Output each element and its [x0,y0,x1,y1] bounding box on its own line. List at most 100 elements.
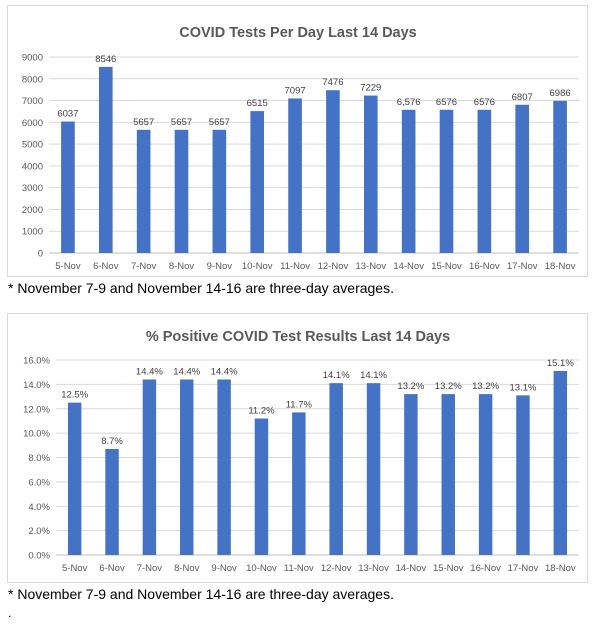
bar [142,379,157,555]
y-tick-label: 0 [38,249,43,260]
positive-rate-chart-svg: % Positive COVID Test Results Last 14 Da… [23,329,579,574]
data-label: 6515 [247,98,268,109]
y-tick-label: 2000 [22,205,43,216]
x-tick-label: 13-Nov [355,261,386,272]
bar [477,109,492,253]
y-tick-label: 8.0% [28,453,50,464]
y-tick-label: 3000 [22,183,43,194]
data-label: 14.4% [211,367,238,378]
x-tick-label: 5-Nov [62,563,88,574]
y-tick-label: 5000 [22,140,43,151]
data-label: 6986 [550,88,571,99]
x-tick-label: 11-Nov [280,261,310,272]
bar [67,402,82,555]
tests-per-day-chart: COVID Tests Per Day Last 14 Days 0 1000 200… [7,5,588,277]
positive-chart-footnote: * November 7-9 and November 14-16 are th… [8,586,394,602]
data-label: 8546 [95,54,116,65]
x-tick-label: 17-Nov [507,261,538,272]
bar [478,394,493,555]
y-tick-label: 4000 [22,161,43,172]
x-tick-label: 9-Nov [207,261,233,272]
y-tick-label: 0.0% [28,551,50,562]
y-tick-label: 14.0% [23,380,50,391]
data-label: 13.2% [472,381,499,392]
x-tick-label: 18-Nov [545,261,576,272]
x-tick-label: 11-Nov [284,563,314,574]
bar [180,379,194,555]
bar [401,109,416,253]
bar [363,95,378,253]
bar [292,412,306,555]
x-tick-label: 10-Nov [242,261,273,272]
y-tick-label: 10.0% [23,429,50,440]
data-label: 5657 [209,117,230,128]
data-label: 11.2% [248,406,275,417]
positive-rate-chart: % Positive COVID Test Results Last 14 Da… [7,313,588,583]
data-label: 7476 [322,77,343,88]
data-label: 5657 [171,117,192,128]
bar [250,111,265,254]
bar [136,129,151,253]
x-tick-label: 17-Nov [508,563,539,574]
bar [174,129,189,253]
bar [329,383,343,555]
data-label: 14.1% [323,370,350,381]
data-label: 7097 [285,85,306,96]
data-label: 12.5% [61,390,88,401]
data-label: 6037 [57,109,78,120]
bar [254,418,269,555]
x-tick-label: 15-Nov [431,261,462,272]
x-tick-label: 10-Nov [246,563,277,574]
x-tick-label: 14-Nov [396,563,427,574]
bar [98,66,113,253]
chart-title: % Positive COVID Test Results Last 14 Da… [146,329,450,345]
x-tick-label: 5-Nov [55,261,81,272]
tests-chart-footnote: * November 7-9 and November 14-16 are th… [8,280,394,296]
y-tick-label: 16.0% [23,356,50,367]
y-tick-label: 1000 [22,227,43,238]
data-label: 14.1% [360,370,387,381]
data-label: 5657 [133,117,154,128]
data-label: 14.4% [173,367,200,378]
bar [553,370,568,555]
x-tick-label: 9-Nov [211,563,237,574]
bar [515,104,530,253]
data-label: 6807 [512,92,533,103]
footer-mark: . [8,606,12,620]
bar [404,394,418,555]
x-tick-label: 12-Nov [318,261,349,272]
data-label: 13.2% [435,381,462,392]
bar [553,100,567,253]
x-tick-label: 16-Nov [469,261,500,272]
x-tick-label: 6-Nov [99,563,125,574]
x-tick-label: 7-Nov [137,563,163,574]
bar [439,109,454,253]
x-tick-label: 16-Nov [470,563,501,574]
x-tick-label: 14-Nov [393,261,424,272]
bar [326,90,340,253]
x-tick-label: 7-Nov [131,261,157,272]
y-tick-label: 12.0% [23,404,50,415]
x-tick-label: 12-Nov [321,563,352,574]
y-tick-label: 8000 [22,74,43,85]
data-label: 8.7% [101,436,123,447]
data-label: 6,576 [397,97,421,108]
data-label: 7229 [360,83,381,94]
y-tick-label: 4.0% [28,502,50,513]
bar [105,448,119,555]
y-tick-label: 6.0% [28,477,50,488]
data-label: 15.1% [547,358,574,369]
x-tick-label: 8-Nov [169,261,195,272]
y-tick-label: 2.0% [28,526,50,537]
bar [212,129,227,253]
data-label: 13.1% [509,382,536,393]
y-tick-label: 6000 [22,118,43,129]
x-tick-label: 15-Nov [433,563,464,574]
x-tick-label: 13-Nov [358,563,389,574]
chart-title: COVID Tests Per Day Last 14 Days [179,25,416,41]
data-label: 14.4% [136,367,163,378]
x-tick-label: 8-Nov [174,563,200,574]
data-label: 13.2% [397,381,424,392]
y-tick-label: 7000 [22,96,43,107]
bar [61,121,75,253]
